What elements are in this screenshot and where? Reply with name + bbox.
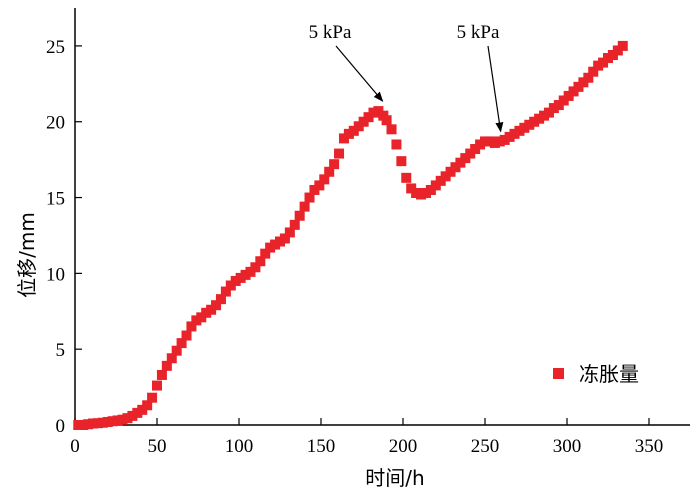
- x-tick-label: 100: [225, 436, 254, 457]
- ticks: 0 50 100 150 200 250 300 350 0 5 10 15 20 25: [46, 37, 663, 457]
- data-point: [289, 219, 300, 230]
- data-point: [220, 286, 231, 297]
- y-tick-label: 0: [56, 416, 66, 437]
- data-point: [279, 233, 290, 244]
- data-point: [334, 148, 345, 159]
- data-point: [391, 139, 402, 150]
- data-point: [161, 360, 172, 371]
- data-point: [324, 166, 335, 177]
- x-tick-label: 0: [70, 436, 80, 457]
- data-point: [186, 321, 197, 332]
- data-point: [260, 248, 271, 259]
- data-point: [583, 72, 594, 83]
- data-point: [401, 172, 412, 183]
- legend-marker: [553, 368, 564, 379]
- data-point: [142, 400, 153, 411]
- annotation-arrow: [335, 45, 384, 102]
- data-points: [73, 40, 628, 430]
- legend-label: 冻胀量: [579, 362, 639, 386]
- axes: [74, 8, 690, 426]
- data-point: [152, 380, 162, 391]
- x-tick-label: 50: [148, 436, 167, 457]
- data-point: [166, 353, 177, 364]
- y-tick-label: 5: [56, 340, 66, 361]
- data-point: [171, 345, 182, 356]
- data-point: [284, 227, 295, 238]
- data-point: [147, 392, 158, 403]
- data-point: [381, 115, 392, 126]
- data-point: [211, 300, 222, 311]
- y-tick-label: 15: [46, 189, 65, 210]
- annotation-label: 5 kPa: [457, 22, 500, 43]
- x-tick-label: 200: [389, 436, 418, 457]
- x-tick-label: 300: [553, 436, 582, 457]
- y-tick-label: 10: [46, 264, 65, 285]
- data-point: [250, 262, 261, 273]
- y-tick-label: 25: [46, 37, 65, 58]
- annotations: 5 kPa 5 kPa: [309, 22, 504, 133]
- data-point: [396, 156, 407, 167]
- data-point: [386, 124, 397, 135]
- y-axis-title: 位移/mm: [15, 212, 39, 298]
- data-point: [304, 192, 315, 203]
- y-tick-label: 20: [46, 113, 65, 134]
- data-point: [255, 256, 266, 267]
- data-point: [314, 180, 325, 191]
- annotation-label: 5 kPa: [309, 22, 352, 43]
- x-axis-title: 时间/h: [365, 466, 424, 490]
- data-point: [319, 174, 330, 185]
- x-tick-label: 250: [471, 436, 500, 457]
- annotation-arrow: [487, 45, 504, 133]
- data-point: [299, 201, 310, 212]
- data-point: [588, 66, 599, 77]
- data-point: [294, 210, 305, 221]
- data-point: [215, 294, 226, 305]
- x-tick-label: 150: [307, 436, 336, 457]
- data-point: [176, 338, 187, 349]
- data-point: [181, 330, 192, 341]
- data-point: [617, 40, 628, 51]
- data-point: [329, 159, 340, 170]
- x-tick-label: 350: [635, 436, 664, 457]
- legend: 冻胀量: [553, 362, 639, 386]
- data-point: [156, 369, 167, 380]
